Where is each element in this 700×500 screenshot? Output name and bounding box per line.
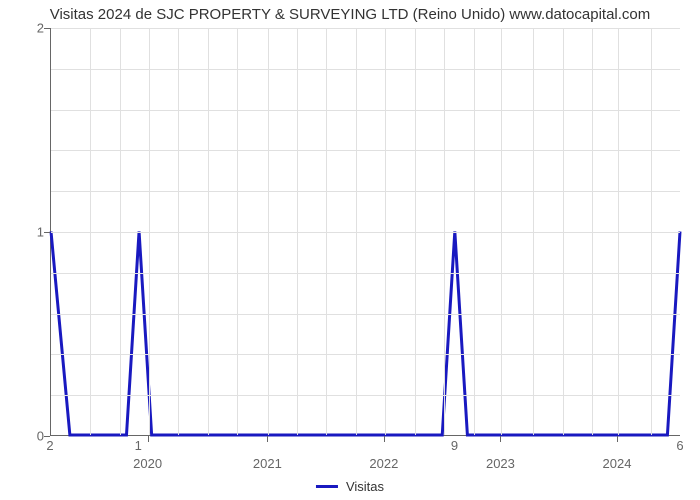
grid-line-v-minor (178, 28, 179, 435)
grid-line-v-minor (563, 28, 564, 435)
grid-line-h-minor (51, 314, 680, 315)
grid-line-v-minor (444, 28, 445, 435)
grid-line-v-minor (533, 28, 534, 435)
grid-line-v (618, 28, 619, 435)
y-tick-label: 2 (37, 21, 44, 36)
plot-area (50, 28, 680, 436)
legend: Visitas (316, 479, 384, 494)
grid-line-h-minor (51, 354, 680, 355)
grid-line-v (268, 28, 269, 435)
y-tick-label: 1 (37, 225, 44, 240)
grid-line-v-minor (474, 28, 475, 435)
grid-line-v-minor (415, 28, 416, 435)
data-value-label: 9 (451, 438, 458, 453)
grid-line-v (149, 28, 150, 435)
y-tick-mark (44, 28, 50, 29)
x-tick-label: 2024 (603, 456, 632, 471)
x-tick-label: 2022 (369, 456, 398, 471)
legend-swatch (316, 485, 338, 488)
grid-line-h (51, 28, 680, 29)
grid-line-v-minor (120, 28, 121, 435)
x-tick-label: 2021 (253, 456, 282, 471)
x-tick-mark (384, 436, 385, 442)
grid-line-v-minor (356, 28, 357, 435)
grid-line-v (501, 28, 502, 435)
legend-label: Visitas (346, 479, 384, 494)
grid-line-h-minor (51, 69, 680, 70)
y-tick-label: 0 (37, 429, 44, 444)
grid-line-v-minor (237, 28, 238, 435)
grid-line-h-minor (51, 110, 680, 111)
x-tick-mark (500, 436, 501, 442)
x-tick-mark (267, 436, 268, 442)
x-tick-mark (148, 436, 149, 442)
grid-line-h-minor (51, 273, 680, 274)
y-tick-mark (44, 232, 50, 233)
grid-line-h (51, 232, 680, 233)
y-tick-mark (44, 436, 50, 437)
grid-line-h-minor (51, 395, 680, 396)
chart-title: Visitas 2024 de SJC PROPERTY & SURVEYING… (0, 0, 700, 23)
x-tick-label: 2020 (133, 456, 162, 471)
data-value-label: 2 (46, 438, 53, 453)
grid-line-h-minor (51, 191, 680, 192)
x-tick-label: 2023 (486, 456, 515, 471)
grid-line-v-minor (297, 28, 298, 435)
grid-line-h-minor (51, 150, 680, 151)
grid-line-v-minor (326, 28, 327, 435)
x-tick-mark (617, 436, 618, 442)
grid-line-v (385, 28, 386, 435)
data-value-label: 1 (135, 438, 142, 453)
chart-container: Visitas 2024 de SJC PROPERTY & SURVEYING… (0, 0, 700, 500)
grid-line-v-minor (208, 28, 209, 435)
grid-line-v-minor (651, 28, 652, 435)
grid-line-v-minor (90, 28, 91, 435)
grid-line-v-minor (592, 28, 593, 435)
data-value-label: 6 (676, 438, 683, 453)
